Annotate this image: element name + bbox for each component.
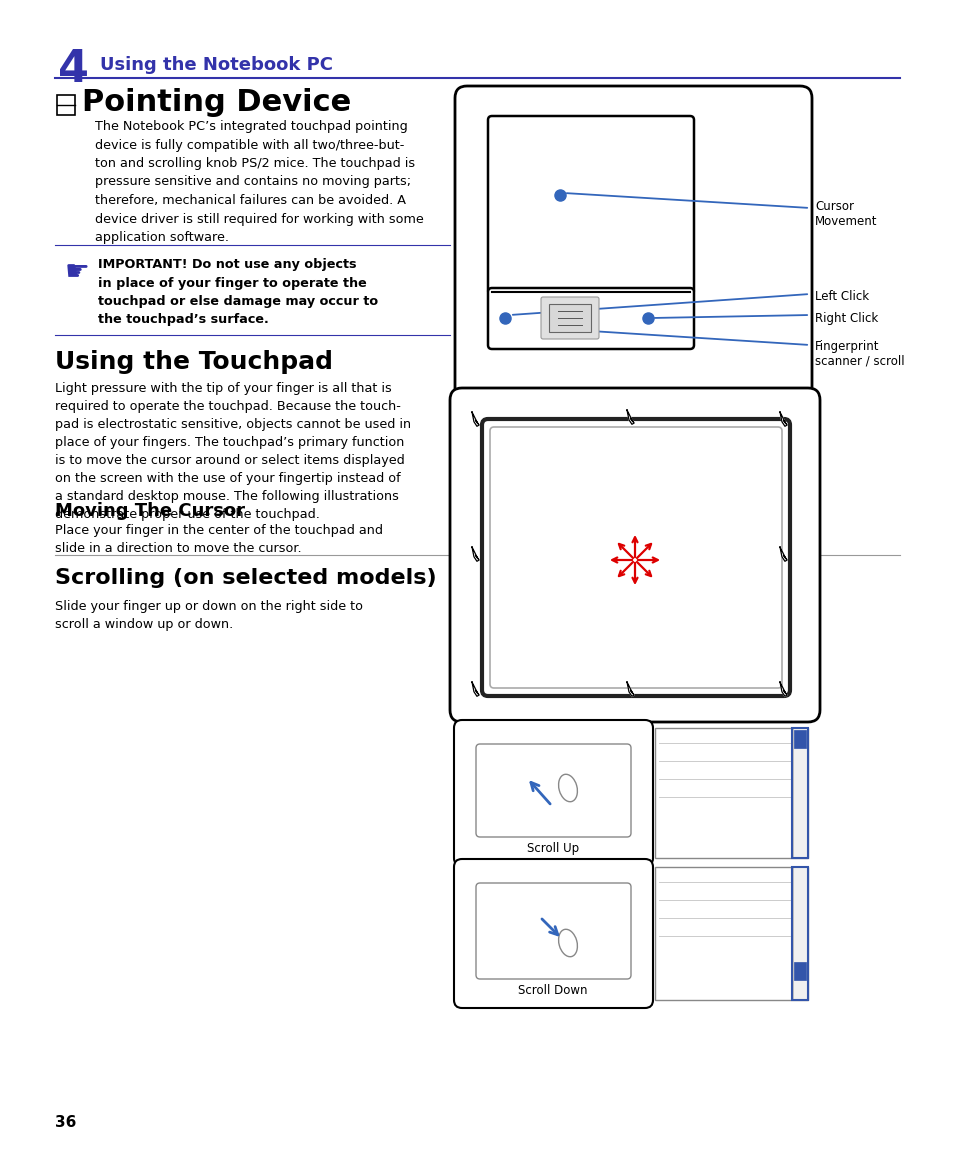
FancyBboxPatch shape: [481, 419, 789, 696]
Text: Right Click: Right Click: [814, 312, 878, 325]
FancyBboxPatch shape: [540, 297, 598, 340]
Bar: [655, 728, 807, 858]
Polygon shape: [626, 681, 634, 696]
Text: Slide finger
backward: Slide finger backward: [600, 625, 668, 655]
Ellipse shape: [558, 774, 577, 802]
Polygon shape: [780, 547, 786, 561]
Text: Using the Touchpad: Using the Touchpad: [55, 350, 333, 374]
Bar: [57, 95, 75, 116]
Text: Scroll Up: Scroll Up: [526, 842, 578, 855]
Polygon shape: [472, 412, 478, 426]
FancyBboxPatch shape: [488, 288, 693, 349]
Polygon shape: [780, 412, 786, 426]
Text: Scrolling (on selected models): Scrolling (on selected models): [55, 568, 436, 588]
Text: Moving The Cursor: Moving The Cursor: [55, 502, 245, 520]
FancyBboxPatch shape: [488, 116, 693, 295]
Text: IMPORTANT! Do not use any objects
in place of your finger to operate the
touchpa: IMPORTANT! Do not use any objects in pla…: [98, 258, 377, 327]
Bar: [793, 962, 805, 979]
Text: The Notebook PC’s integrated touchpad pointing
device is fully compatible with a: The Notebook PC’s integrated touchpad po…: [95, 120, 423, 244]
Bar: [791, 728, 807, 858]
FancyBboxPatch shape: [476, 884, 630, 979]
Ellipse shape: [558, 930, 577, 956]
FancyBboxPatch shape: [476, 744, 630, 837]
Bar: [791, 867, 807, 1000]
Text: Pointing Device: Pointing Device: [82, 88, 351, 117]
Text: Cursor
Movement: Cursor Movement: [814, 200, 877, 228]
FancyBboxPatch shape: [450, 388, 820, 722]
Text: Using the Notebook PC: Using the Notebook PC: [100, 55, 333, 74]
Polygon shape: [780, 681, 786, 696]
Text: Slide finger
forward: Slide finger forward: [600, 460, 668, 490]
Text: Slide finger
left: Slide finger left: [498, 541, 566, 571]
FancyBboxPatch shape: [490, 427, 781, 688]
FancyBboxPatch shape: [548, 304, 590, 331]
FancyBboxPatch shape: [454, 720, 652, 866]
Bar: [655, 867, 807, 1000]
FancyBboxPatch shape: [455, 85, 811, 402]
Polygon shape: [472, 547, 478, 561]
Bar: [793, 730, 805, 748]
Text: ☛: ☛: [65, 258, 90, 286]
Text: Left Click: Left Click: [814, 290, 868, 303]
FancyBboxPatch shape: [454, 859, 652, 1008]
Text: Light pressure with the tip of your finger is all that is
required to operate th: Light pressure with the tip of your fing…: [55, 382, 411, 521]
Polygon shape: [472, 681, 478, 696]
Bar: [792, 867, 806, 1000]
Text: 36: 36: [55, 1115, 76, 1130]
Text: Scroll Down: Scroll Down: [517, 984, 587, 997]
Text: Fingerprint
scanner / scroll: Fingerprint scanner / scroll: [814, 340, 903, 368]
Text: Slide finger
right: Slide finger right: [704, 541, 772, 571]
Polygon shape: [626, 410, 634, 424]
Text: Slide your finger up or down on the right side to
scroll a window up or down.: Slide your finger up or down on the righ…: [55, 599, 363, 631]
Text: 4: 4: [58, 49, 89, 91]
Text: Place your finger in the center of the touchpad and
slide in a direction to move: Place your finger in the center of the t…: [55, 524, 382, 556]
Bar: [792, 728, 806, 858]
